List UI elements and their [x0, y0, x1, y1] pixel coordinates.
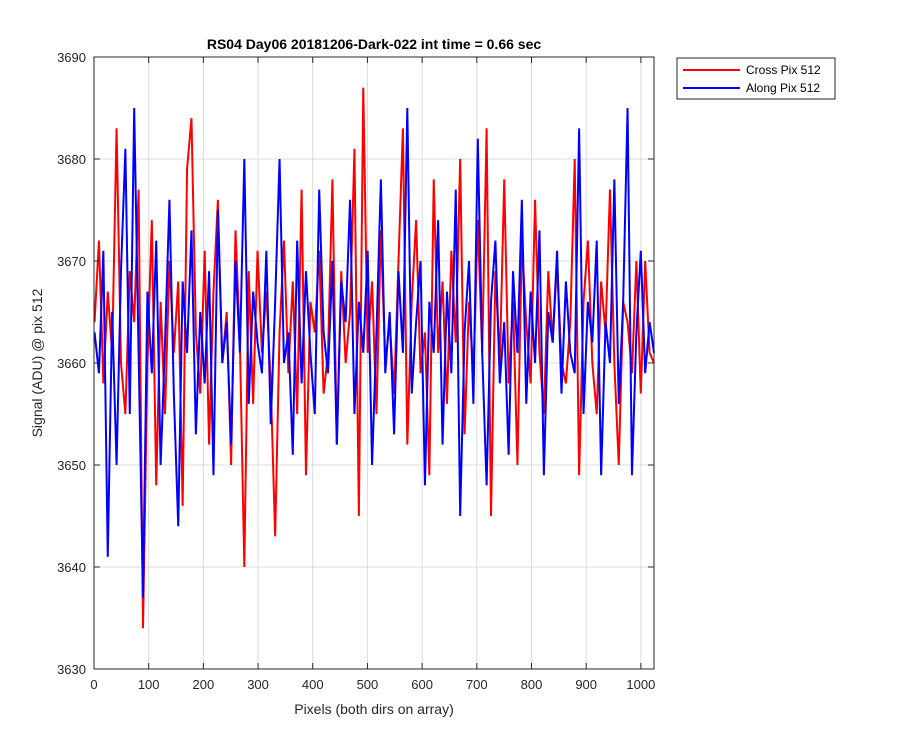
x-tick-label: 200: [193, 677, 215, 692]
x-tick-label: 500: [357, 677, 379, 692]
y-tick-label: 3640: [57, 560, 86, 575]
x-tick-label: 100: [138, 677, 160, 692]
x-tick-label: 300: [247, 677, 269, 692]
series-layer: [93, 87, 655, 629]
x-tick-label: 700: [466, 677, 488, 692]
x-tick-label: 0: [90, 677, 97, 692]
y-tick-label: 3690: [57, 50, 86, 65]
x-tick-label: 1000: [626, 677, 655, 692]
legend: Cross Pix 512 Along Pix 512: [676, 57, 836, 100]
tick-labels: 0 100 200 300 400 500 600 700 800 900 1000 3630 3640…: [57, 50, 655, 692]
y-axis-label: Signal (ADU) @ pix 512: [29, 288, 45, 437]
x-axis-label: Pixels (both dirs on array): [294, 701, 454, 717]
legend-label-along: Along Pix 512: [746, 81, 820, 95]
chart-title: RS04 Day06 20181206-Dark-022 int time = …: [207, 36, 541, 52]
x-tick-label: 600: [411, 677, 433, 692]
x-tick-label: 800: [521, 677, 543, 692]
y-tick-label: 3650: [57, 458, 86, 473]
y-tick-label: 3680: [57, 152, 86, 167]
x-tick-label: 400: [302, 677, 324, 692]
series-line-along: [93, 107, 655, 598]
x-tick-label: 900: [575, 677, 597, 692]
y-tick-label: 3630: [57, 662, 86, 677]
y-tick-label: 3660: [57, 356, 86, 371]
y-tick-label: 3670: [57, 254, 86, 269]
legend-label-cross: Cross Pix 512: [746, 63, 821, 77]
axis-ticks: [93, 56, 654, 670]
legend-box: [676, 57, 836, 100]
